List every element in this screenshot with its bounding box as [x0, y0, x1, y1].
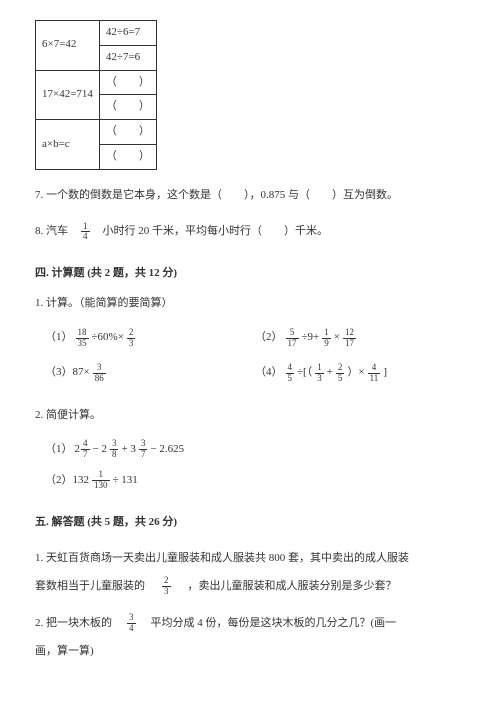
expr-1: （1） 1835 ÷60%× 23	[35, 328, 255, 349]
section-5-title: 五. 解答题 (共 5 题，共 26 分)	[35, 513, 465, 533]
cell-r2c2: 42÷7=6	[99, 45, 156, 70]
sec4-item1: 1. 计算。（能简算的要简算）	[35, 294, 465, 314]
q1-before: 套数相当于儿童服装的	[35, 577, 145, 597]
simp-1: （1） 247 − 2 38 + 3 37 − 2.625	[35, 439, 465, 460]
p8-frac: 1 4	[81, 222, 90, 243]
section-4-title: 四. 计算题 (共 2 题，共 12 分)	[35, 264, 465, 284]
p8-after: 小时行 20 千米，平均每小时行（ ）千米。	[103, 222, 329, 242]
q2-frac: 3 4	[127, 613, 136, 634]
sec5-q1: 1. 天虹百货商场一天卖出儿童服装和成人服装共 800 套，其中卖出的成人服装 …	[35, 549, 465, 598]
q2-after: 平均分成 4 份，每份是这块木板的几分之几？(画一	[151, 614, 397, 634]
equation-table: 6×7=42 42÷6=7 42÷7=6 17×42=714 （ ） （ ） a…	[35, 20, 157, 170]
p8-before: 8. 汽车	[35, 222, 68, 242]
cell-r1c1: 6×7=42	[36, 21, 100, 71]
q1-line1: 1. 天虹百货商场一天卖出儿童服装和成人服装共 800 套，其中卖出的成人服装	[35, 549, 465, 569]
cell-r1c2: 42÷6=7	[99, 21, 156, 46]
cell-r3c1: 17×42=714	[36, 70, 100, 120]
q2-line2: 画，算一算)	[35, 642, 465, 662]
cell-r3c2: （ ）	[99, 70, 156, 95]
cell-r5c1: a×b=c	[36, 120, 100, 170]
sec4-item2: 2. 简便计算。	[35, 406, 465, 426]
cell-r6c2: （ ）	[99, 144, 156, 169]
simp-2: （2）132 1130 ÷ 131	[35, 470, 465, 491]
problem-7: 7. 一个数的倒数是它本身，这个数是（ ），0.875 与（ ）互为倒数。	[35, 186, 465, 206]
expr-2: （2） 517 ÷9+ 19 × 1217	[255, 328, 465, 349]
expr-3: （3）87× 386	[35, 363, 255, 384]
sec5-q2: 2. 把一块木板的 3 4 平均分成 4 份，每份是这块木板的几分之几？(画一 …	[35, 613, 465, 662]
cell-r4c2: （ ）	[99, 95, 156, 120]
expr-4: （4） 45 ÷[（ 13 + 25 ）× 411 ]	[255, 363, 465, 384]
q1-frac: 2 3	[162, 576, 171, 597]
cell-r5c2: （ ）	[99, 120, 156, 145]
q1-after: ，卖出儿童服装和成人服装分别是多少套？	[188, 577, 397, 597]
q2-before: 2. 把一块木板的	[35, 614, 112, 634]
problem-8: 8. 汽车 1 4 小时行 20 千米，平均每小时行（ ）千米。	[35, 222, 465, 243]
